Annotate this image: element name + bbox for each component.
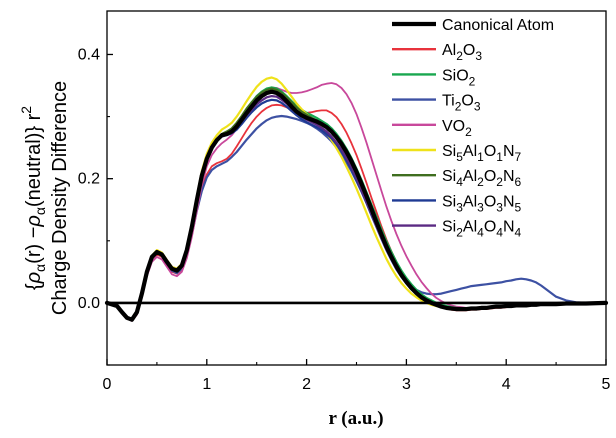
- series-line-al2o3: [106, 103, 607, 321]
- x-tick-label: 3: [402, 376, 411, 393]
- x-tick-label: 2: [302, 376, 311, 393]
- y-axis-title-line2: Charge Density Difference: [49, 81, 71, 315]
- y-tick-label: 0.0: [78, 295, 100, 312]
- x-tick-label: 5: [602, 376, 611, 393]
- series-line-si4al2o2n6: [105, 87, 608, 321]
- legend-label: Ti2O3: [442, 93, 481, 114]
- legend-label: Al2O3: [442, 42, 482, 63]
- axes-layer: 0 1 2 3 4 5 0.0 0.2 0.4: [78, 10, 611, 393]
- series-layer: [104, 76, 609, 322]
- y-axis-title-line1: {ρα(r) −ρα(neutral)} r2: [18, 106, 48, 290]
- legend-label: SiO2: [442, 67, 476, 88]
- x-tick-label: 4: [502, 376, 511, 393]
- legend-label: Canonical Atom: [442, 17, 554, 34]
- series-line-sio2: [105, 86, 608, 321]
- legend-label: VO2: [442, 118, 472, 139]
- series-line-vo2: [106, 82, 607, 322]
- legend-label: Si3Al3O3N5: [442, 193, 522, 214]
- y-tick-label: 0.4: [78, 46, 100, 63]
- x-tick-label: 0: [103, 376, 112, 393]
- legend: Canonical Atom Al2O3 SiO2 Ti2O3 VO2 Si5Al1O1N…: [392, 17, 554, 240]
- x-axis-title: r (a.u.): [328, 408, 383, 429]
- legend-label: Si5Al1O1N7: [442, 143, 522, 164]
- legend-label: Si2Al4O4N4: [442, 219, 522, 240]
- series-line-ti2o3: [105, 114, 608, 321]
- legend-label: Si4Al2O2N6: [442, 168, 522, 189]
- series-line-si3al3o3n5: [105, 98, 608, 321]
- y-tick-label: 0.2: [78, 171, 100, 188]
- x-tick-label: 1: [202, 376, 211, 393]
- series-line-canonical-atom: [104, 89, 609, 322]
- y-axis-title: {ρα(r) −ρα(neutral)} r2 Charge Density D…: [18, 81, 71, 315]
- series-line-si2al4o4n4: [105, 95, 608, 321]
